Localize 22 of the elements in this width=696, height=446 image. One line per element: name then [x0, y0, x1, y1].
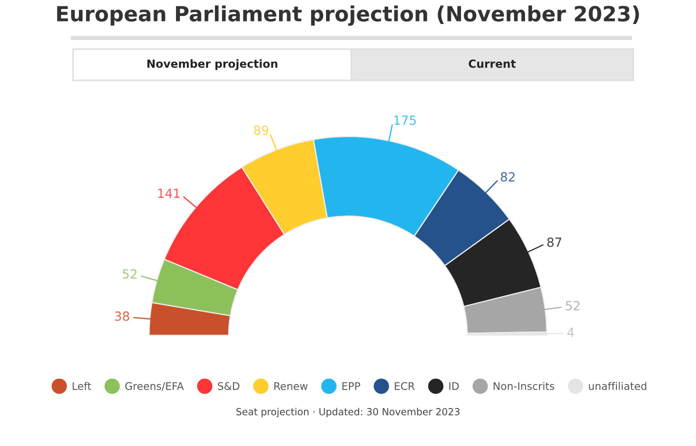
legend-label: Non-Inscrits — [494, 382, 554, 390]
legend-label: Renew — [274, 382, 308, 390]
text: November projection — [147, 59, 278, 70]
data-label: 87 — [547, 238, 562, 247]
data-label: 52 — [566, 300, 580, 310]
data-label: 82 — [500, 172, 515, 182]
data-label: 175 — [394, 116, 416, 125]
data-label: 89 — [254, 125, 268, 135]
legend-label: ID — [449, 382, 459, 390]
legend-label: ECR — [394, 382, 415, 390]
text: Seat projection · Updated: 30 November 2023 — [236, 408, 460, 418]
data-label: 4 — [567, 328, 574, 337]
data-label: 38 — [115, 311, 130, 321]
data-label: 52 — [122, 269, 136, 279]
legend-label: EPP — [342, 382, 360, 390]
legend-label: S&D — [218, 382, 240, 390]
legend-label: Greens/EFA — [125, 382, 184, 391]
legend-label: unaffiliated — [588, 382, 646, 390]
chart-title: European Parliament projection (November 2023) — [57, 5, 639, 26]
data-label: 141 — [158, 188, 180, 198]
legend-label: Left — [72, 382, 92, 390]
text: Current — [468, 59, 516, 68]
